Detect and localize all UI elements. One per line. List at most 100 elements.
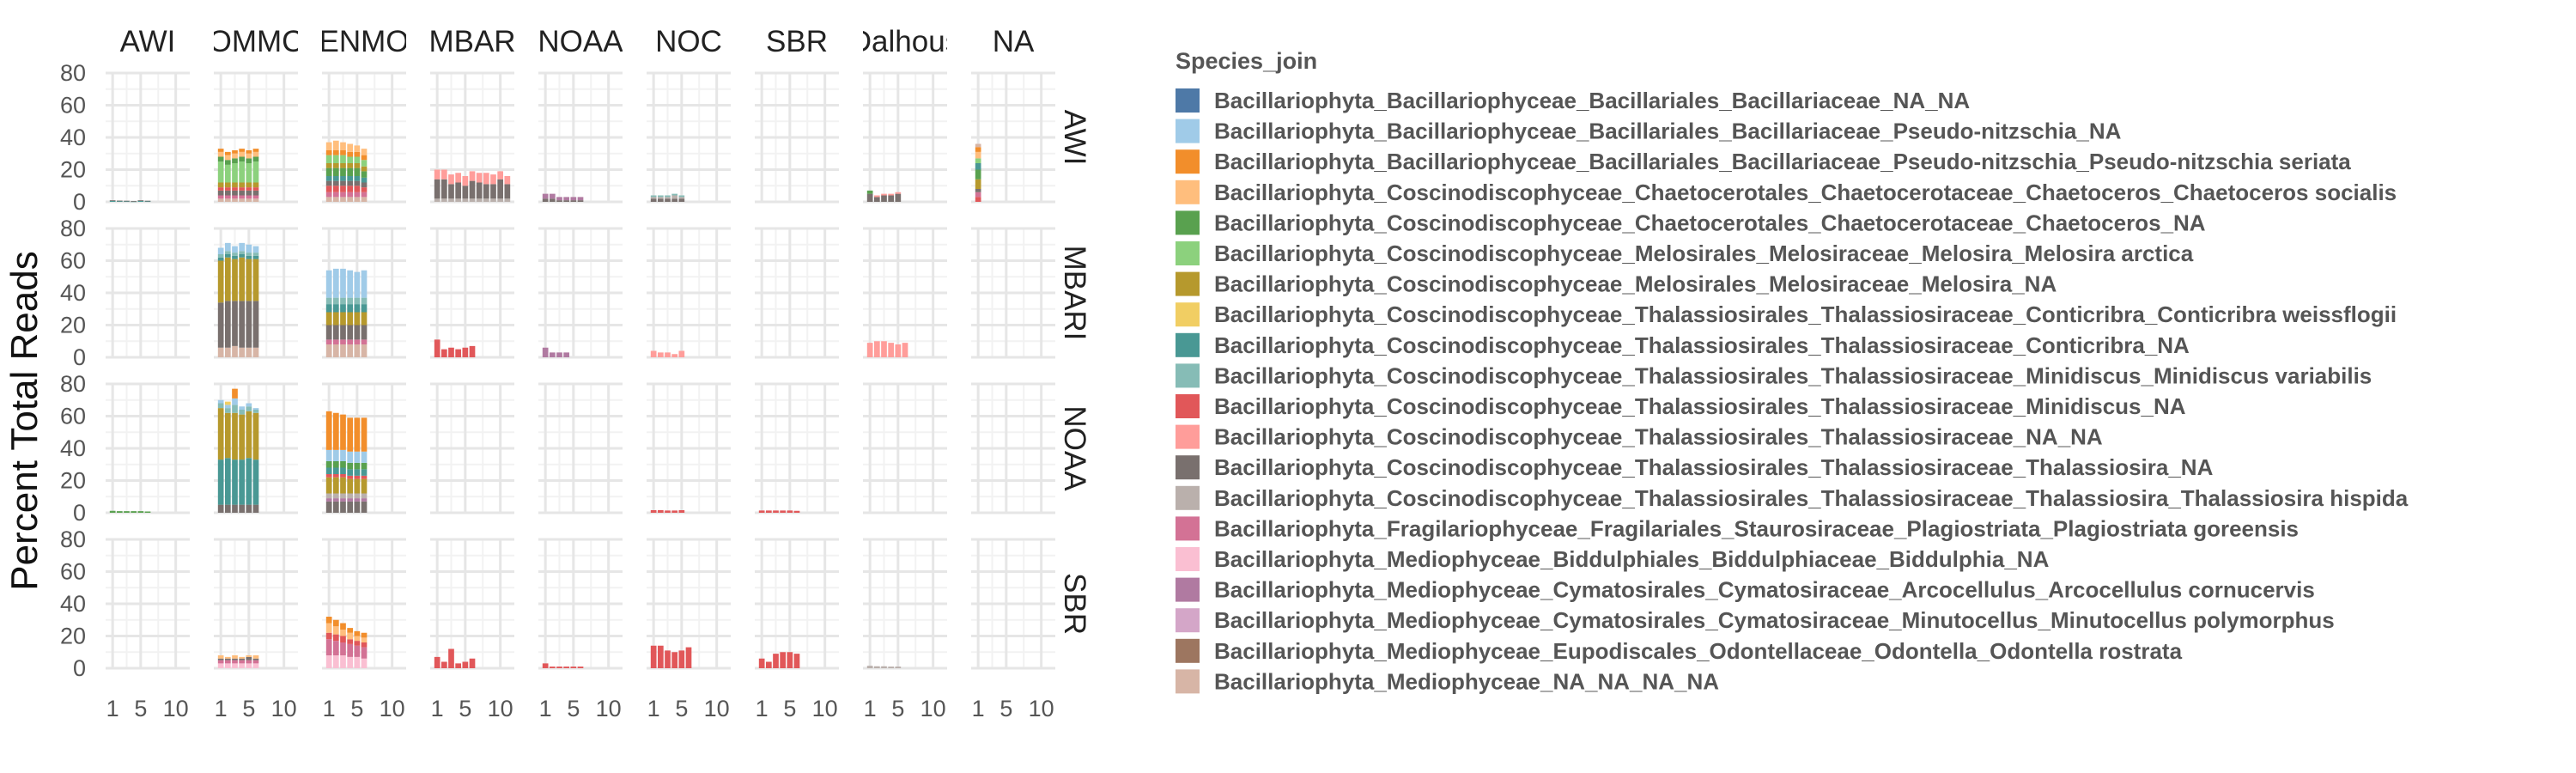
bar-segment <box>657 510 664 513</box>
bar-segment <box>217 156 224 162</box>
bar-segment <box>469 180 476 199</box>
bar-segment <box>131 511 137 513</box>
legend-label: Bacillariophyta_Coscinodiscophyceae_Thal… <box>1214 485 2409 511</box>
bar-segment <box>340 268 346 298</box>
bar-segment <box>448 347 454 357</box>
bar-segment <box>462 347 469 357</box>
bar-segment <box>347 643 354 657</box>
bar-segment <box>440 349 447 357</box>
bar-segment <box>252 655 259 659</box>
bar-segment <box>340 501 346 513</box>
bar-segment <box>252 151 259 157</box>
bar-segment <box>340 636 346 642</box>
bar-segment <box>347 417 354 452</box>
bar-segment <box>116 511 123 513</box>
x-tick-label: 1 <box>215 696 228 721</box>
bar-segment <box>440 169 447 180</box>
bar-segment <box>332 344 339 357</box>
bar-segment <box>665 510 671 513</box>
panel-SBR-MBAR <box>430 538 514 670</box>
bar-segment <box>325 461 332 468</box>
bar-segment <box>347 639 354 644</box>
bar-segment <box>246 259 252 301</box>
bar-segment <box>347 656 354 668</box>
bar-segment <box>246 406 252 411</box>
legend-swatch <box>1176 394 1200 418</box>
bars-AWI-NA <box>975 143 981 202</box>
facet-row-label: NOAA <box>1058 405 1091 491</box>
bar-segment <box>462 186 469 199</box>
bar-segment <box>239 658 246 660</box>
bar-segment <box>902 343 908 357</box>
bar-segment <box>671 510 678 513</box>
y-tick-label: 80 <box>60 526 86 552</box>
bar-segment <box>217 151 224 157</box>
bar-segment <box>325 163 332 168</box>
bar-segment <box>657 352 664 357</box>
bar-segment <box>217 260 224 303</box>
bar-segment <box>347 151 354 157</box>
bar-segment <box>116 200 123 202</box>
panel-SBR-NOAA <box>538 538 623 670</box>
bar-segment <box>252 187 259 191</box>
bars-NOAA-AWI <box>109 510 151 513</box>
bar-segment <box>144 511 151 513</box>
bar-segment <box>685 647 692 668</box>
bar-segment <box>325 339 332 344</box>
bar-segment <box>434 179 440 199</box>
bar-segment <box>224 504 231 513</box>
bar-segment <box>239 257 246 301</box>
bar-segment <box>657 195 664 198</box>
bar-segment <box>469 345 476 357</box>
bar-segment <box>137 511 144 513</box>
bar-segment <box>325 150 332 155</box>
legend-label: Bacillariophyta_Coscinodiscophyceae_Thal… <box>1214 301 2397 327</box>
bar-segment <box>124 201 130 203</box>
panel-SBR-SBR <box>755 538 839 670</box>
bar-segment <box>224 160 231 165</box>
legend: Species_join Bacillariophyta_Bacillariop… <box>1176 48 2409 694</box>
bar-segment <box>354 656 361 668</box>
legend-swatch <box>1176 363 1200 388</box>
bar-segment <box>650 510 657 513</box>
bar-segment <box>361 166 368 172</box>
legend-item: Bacillariophyta_Coscinodiscophyceae_Melo… <box>1176 240 2194 266</box>
bar-segment <box>332 197 339 202</box>
bar-segment <box>354 417 361 452</box>
bar-segment <box>217 663 224 668</box>
bar-segment <box>793 654 800 668</box>
panel-SBR-Dalhous <box>863 538 947 670</box>
bar-segment <box>354 304 361 313</box>
bar-segment <box>340 312 346 326</box>
bar-segment <box>549 352 556 357</box>
x-tick-label: 5 <box>242 696 255 721</box>
bar-segment <box>469 658 476 668</box>
bar-segment <box>239 660 246 664</box>
bar-segment <box>678 197 685 199</box>
bar-segment <box>340 142 346 150</box>
facet-column-label: NA <box>993 25 1035 58</box>
bar-segment <box>325 411 332 450</box>
bar-segment <box>354 475 361 479</box>
legend-item: Bacillariophyta_Mediophyceae_Cymatosiral… <box>1176 577 2315 603</box>
panel-SBR-OMMC <box>214 538 298 670</box>
bar-segment <box>895 193 902 202</box>
bar-segment <box>340 461 346 468</box>
bar-segment <box>224 663 231 668</box>
bars-AWI-MBAR <box>434 169 511 202</box>
bar-segment <box>224 242 231 252</box>
bar-segment <box>239 301 246 348</box>
bar-segment <box>224 190 231 196</box>
bar-segment <box>340 449 346 461</box>
bars-SBR-Dalhous <box>866 666 902 668</box>
panel-MBARI-AWI <box>106 227 190 359</box>
legend-label: Bacillariophyta_Mediophyceae_NA_NA_NA_NA <box>1214 668 1719 694</box>
y-tick-label: 80 <box>60 216 86 241</box>
y-tick-label: 0 <box>73 500 86 526</box>
bar-segment <box>881 666 887 668</box>
legend-swatch <box>1176 210 1200 235</box>
bar-segment <box>137 200 144 202</box>
bar-segment <box>217 658 224 660</box>
bar-segment <box>347 469 354 476</box>
bar-segment <box>665 650 671 668</box>
